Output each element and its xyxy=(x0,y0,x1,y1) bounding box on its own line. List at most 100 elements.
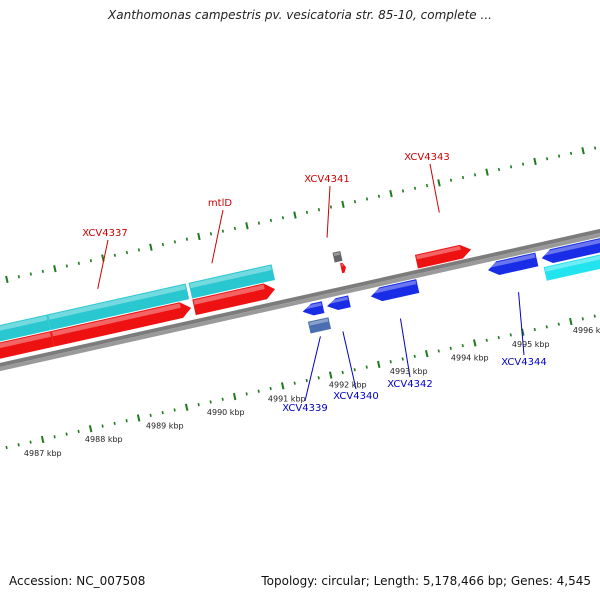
gene-feature[interactable] xyxy=(327,295,351,310)
lower-scale-tick xyxy=(509,333,512,337)
gene-label-forward[interactable]: XCV4341 xyxy=(304,174,349,185)
gene-feature-highlight xyxy=(487,253,536,269)
scale-tick-label: 4991 kbp xyxy=(268,394,306,403)
lower-scale-tick xyxy=(497,335,500,340)
gene-feature-highlight xyxy=(416,245,461,260)
upper-scale-tick xyxy=(425,183,429,188)
gene-feature-highlight xyxy=(0,332,52,349)
upper-scale-tick xyxy=(245,222,249,230)
lower-scale-tick xyxy=(136,414,141,422)
gene-feature[interactable] xyxy=(50,302,192,347)
lower-scale-tick xyxy=(557,322,560,326)
lower-scale-tick xyxy=(77,429,80,434)
lower-scale-tick xyxy=(593,314,596,318)
gene-features-layer xyxy=(0,233,600,364)
upper-scale-tick xyxy=(569,151,573,156)
cds-feature[interactable] xyxy=(188,264,276,299)
upper-scale-tick xyxy=(473,173,477,177)
lower-scale-tick xyxy=(317,376,320,380)
lower-scale-tick xyxy=(280,382,285,390)
upper-scale-tick xyxy=(77,261,80,265)
lower-scale-tick xyxy=(232,392,237,401)
gene-labels-layer: XCV4337 mtlD XCV4341 XCV4343 XCV4339 XCV4340 X… xyxy=(82,152,546,414)
gene-feature-highlight xyxy=(541,239,600,257)
scale-tick-label: 4987 kbp xyxy=(24,449,62,458)
lower-scale-tick xyxy=(101,424,104,428)
topology-summary: Topology: circular; Length: 5,178,466 bp… xyxy=(261,574,591,588)
upper-scale-tick xyxy=(89,258,92,263)
gene-feature[interactable] xyxy=(414,244,472,269)
lower-scale-tick xyxy=(65,432,68,436)
upper-scale-tick xyxy=(197,232,201,241)
lower-scale-tick xyxy=(293,381,296,385)
upper-scale-tick xyxy=(509,165,513,169)
upper-scale-tick xyxy=(257,221,261,225)
scale-tick-label: 4990 kbp xyxy=(207,408,245,417)
upper-scale-tick xyxy=(437,179,441,187)
lower-scale-tick xyxy=(389,360,392,364)
scale-tick-label: 4996 kbp xyxy=(573,326,600,335)
gene-feature-small[interactable] xyxy=(339,262,346,274)
upper-scale-tick xyxy=(593,146,597,150)
upper-scale-tick xyxy=(65,264,68,268)
upper-scale-tick xyxy=(185,237,189,241)
gene-feature-small-highlight xyxy=(341,263,344,267)
leader-line xyxy=(304,336,321,402)
upper-scale-tick xyxy=(113,253,117,257)
gene-label-forward[interactable]: mtlD xyxy=(208,198,232,209)
upper-scale-tick xyxy=(389,189,393,198)
scale-tick-label: 4995 kbp xyxy=(512,340,550,349)
lower-scale-tick xyxy=(269,386,272,391)
lower-scale-tick xyxy=(533,327,536,332)
upper-scale-tick xyxy=(173,240,177,244)
upper-scale-tick xyxy=(377,194,381,198)
gene-feature[interactable] xyxy=(488,252,539,275)
cds-feature[interactable] xyxy=(543,249,600,281)
upper-scale-tick xyxy=(221,229,225,233)
leader-line xyxy=(518,292,525,356)
cds-feature[interactable] xyxy=(47,283,190,331)
gene-feature[interactable] xyxy=(302,301,325,316)
gene-label-forward[interactable]: XCV4337 xyxy=(82,228,127,239)
lower-scale-tick xyxy=(113,421,116,426)
upper-scale-tick xyxy=(329,205,333,209)
lower-scale-tick xyxy=(29,440,32,444)
lower-scale-tick xyxy=(209,400,212,404)
gene-feature-small[interactable] xyxy=(332,251,343,263)
scale-tick-label: 4993 kbp xyxy=(390,367,428,376)
leader-line xyxy=(97,239,109,289)
upper-scale-tick xyxy=(545,157,549,161)
cds-feature[interactable] xyxy=(307,317,332,334)
cds-feature-highlight xyxy=(189,265,272,289)
upper-scale-tick xyxy=(461,175,465,180)
cds-feature-highlight xyxy=(544,255,600,272)
upper-scale-tick xyxy=(521,162,525,166)
genome-backbone-layer xyxy=(0,228,600,372)
gene-feature[interactable] xyxy=(192,283,276,316)
gene-label-reverse[interactable]: XCV4339 xyxy=(282,403,327,414)
lower-scale-tick xyxy=(53,435,56,439)
scale-tick-label: 4989 kbp xyxy=(146,422,184,431)
lower-scale-tick xyxy=(5,445,8,450)
upper-scale-tick xyxy=(17,275,20,279)
lower-scale-tick xyxy=(376,360,381,369)
cds-feature-highlight xyxy=(309,318,329,326)
gene-feature[interactable] xyxy=(541,233,600,263)
gene-label-forward[interactable]: XCV4343 xyxy=(404,152,449,163)
gene-label-reverse[interactable]: XCV4342 xyxy=(387,379,432,390)
upper-scale-tick xyxy=(557,154,561,158)
upper-scale-tick xyxy=(353,200,357,204)
lower-scale-tick xyxy=(245,392,248,396)
lower-scale-tick xyxy=(545,325,548,329)
upper-scale-tick xyxy=(137,248,141,252)
lower-scale-tick xyxy=(401,357,404,361)
gene-label-reverse[interactable]: XCV4340 xyxy=(333,391,378,402)
cds-feature[interactable] xyxy=(0,314,51,347)
leader-line xyxy=(342,331,357,390)
gene-feature[interactable] xyxy=(370,279,420,302)
backbone-line xyxy=(0,232,600,372)
upper-scale-tick xyxy=(293,211,297,219)
gene-label-reverse[interactable]: XCV4344 xyxy=(501,357,546,368)
gene-feature[interactable] xyxy=(0,331,55,364)
